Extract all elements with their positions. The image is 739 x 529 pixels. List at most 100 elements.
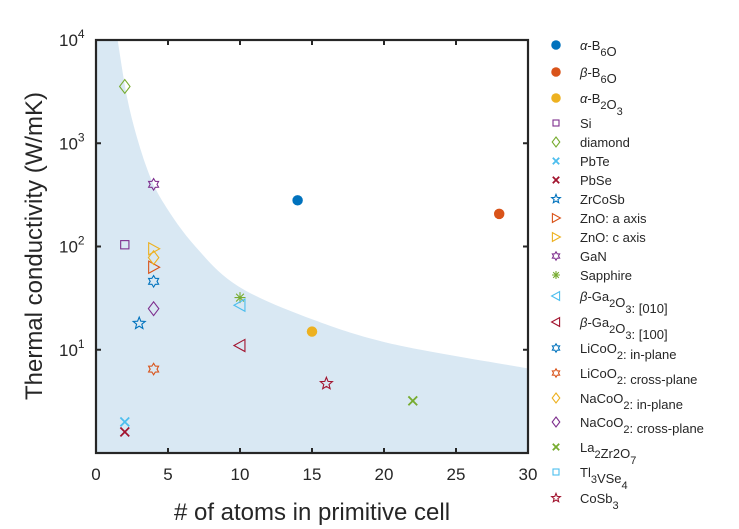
x-axis-title: # of atoms in primitive cell (174, 499, 450, 526)
legend-item: β-B6O (551, 65, 617, 86)
data-point-sapphire (234, 292, 246, 304)
y-tick-label: 104 (59, 27, 85, 50)
legend-marker-x-icon (552, 443, 560, 451)
legend-marker-filled-circle-icon (551, 67, 561, 77)
legend-label: LiCoO2: cross-plane (580, 366, 697, 387)
data-point--b6o (493, 208, 505, 220)
y-tick-label: 103 (59, 130, 85, 153)
data-point-nacoo2-cross-plane (147, 300, 160, 317)
y-tick-labels: 101 102 103 104 (59, 27, 85, 360)
y-tick-label: 102 (59, 234, 85, 257)
x-tick-label: 30 (519, 465, 538, 484)
legend-label: ZrCoSb (580, 192, 625, 207)
legend-item: Sapphire (552, 268, 632, 283)
legend-label: GaN (580, 249, 607, 264)
x-tick-label: 10 (231, 465, 250, 484)
legend-item: La2Zr2O7 (552, 440, 636, 467)
legend-label: La2Zr2O7 (580, 440, 636, 467)
data-point--b2o3 (306, 326, 318, 337)
data-point-pbse (119, 426, 130, 437)
data-point-nacoo2-in-plane (147, 249, 160, 266)
legend-marker-x-icon (552, 157, 560, 165)
data-point--b6o (292, 195, 303, 206)
legend-item: diamond (551, 135, 630, 150)
legend-label: LiCoO2: in-plane (580, 341, 676, 362)
legend-marker-filled-circle-icon (551, 93, 561, 103)
legend-label: PbTe (580, 154, 610, 169)
data-point-zrcosb (131, 315, 147, 330)
legend-label: NaCoO2: cross-plane (580, 415, 704, 436)
legend-marker-hexagram-icon (551, 367, 561, 379)
legend-marker-diamond-icon (551, 136, 561, 148)
legend-item: β-Ga2O3: [100] (550, 315, 668, 342)
legend-item: ZrCoSb (550, 192, 625, 207)
data-point-licoo2-in-plane (147, 274, 160, 289)
x-tick-label: 0 (91, 465, 100, 484)
legend-item: PbSe (552, 173, 612, 188)
x-tick-label: 25 (447, 465, 466, 484)
legend-marker-hexagram-icon (551, 250, 561, 262)
legend-item: NaCoO2: cross-plane (551, 415, 704, 436)
legend-label: CoSb3 (580, 491, 619, 512)
legend-marker-pentagram-icon (550, 192, 562, 204)
data-point-licoo2-cross-plane (147, 362, 160, 376)
legend-label: ZnO: a axis (580, 211, 647, 226)
legend-item: ZnO: a axis (551, 211, 647, 226)
legend-marker-diamond-icon (551, 392, 561, 404)
x-tick-label: 20 (375, 465, 394, 484)
legend-label: ZnO: c axis (580, 230, 646, 245)
legend-marker-triangle-left-icon (550, 316, 561, 328)
x-tick-labels: 0 5 10 15 20 25 30 (91, 465, 537, 484)
data-point--ga2o3-100- (232, 338, 246, 353)
legend-item: β-Ga2O3: [010] (550, 289, 668, 316)
x-tick-label: 5 (163, 465, 172, 484)
legend-label: Si (580, 116, 592, 131)
axes-layer (94, 38, 530, 455)
legend-item: PbTe (552, 154, 610, 169)
legend-marker-filled-circle-icon (551, 40, 561, 50)
legend-label: β-Ga2O3: [010] (579, 289, 668, 316)
legend-label: Tl3VSe4 (580, 465, 628, 492)
legend-label: β-Ga2O3: [100] (579, 315, 668, 342)
data-point-cosb3 (318, 375, 334, 390)
legend-item: GaN (551, 249, 607, 264)
y-axis-title: Thermal conductivity (W/mK) (21, 92, 48, 400)
legend-label: β-B6O (579, 65, 617, 86)
legend-label: α-B2O3 (580, 91, 623, 118)
legend-label: α-B6O (580, 38, 617, 59)
y-tick-label: 101 (59, 337, 85, 360)
legend-item: CoSb3 (550, 491, 619, 512)
legend-marker-square-icon (552, 468, 560, 476)
data-point-la2zr2o7 (407, 395, 418, 406)
legend-item: NaCoO2: in-plane (551, 391, 683, 412)
data-points-layer (118, 78, 505, 437)
data-point-pbte (119, 416, 130, 427)
legend-marker-triangle-right-icon (551, 231, 562, 243)
legend-marker-pentagram-icon (550, 491, 562, 503)
legend-item: ZnO: c axis (551, 230, 646, 245)
legend-marker-hexagram-icon (551, 342, 561, 354)
legend-marker-triangle-left-icon (550, 290, 561, 302)
data-point--ga2o3-010- (232, 298, 246, 313)
legend-label: NaCoO2: in-plane (580, 391, 683, 412)
legend-item: α-B6O (551, 38, 617, 59)
legend-marker-x-icon (552, 176, 560, 184)
data-point-gan (147, 177, 160, 192)
legend-marker-square-icon (552, 119, 560, 127)
legend-marker-diamond-icon (551, 416, 561, 428)
legend-label: Sapphire (580, 268, 632, 283)
legend-item: Tl3VSe4 (552, 465, 628, 492)
x-tick-label: 15 (303, 465, 322, 484)
legend-marker-asterisk-icon (552, 271, 560, 279)
shaded-region (96, 40, 528, 453)
legend-item: Si (552, 116, 592, 131)
legend-marker-triangle-right-icon (551, 212, 562, 224)
legend-label: diamond (580, 135, 630, 150)
shaded-region-layer (96, 40, 528, 453)
legend-item: α-B2O3 (551, 91, 623, 118)
legend-label: PbSe (580, 173, 612, 188)
data-point-diamond (118, 78, 131, 95)
data-point-si (120, 240, 130, 250)
